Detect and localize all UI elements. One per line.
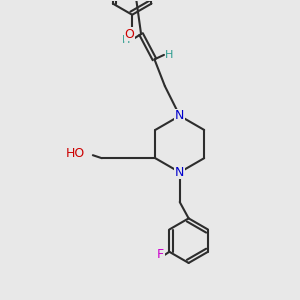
Text: F: F bbox=[157, 248, 164, 261]
Text: N: N bbox=[175, 166, 184, 179]
Text: N: N bbox=[175, 109, 184, 122]
Text: O: O bbox=[124, 28, 134, 40]
Text: H: H bbox=[165, 50, 173, 60]
Text: HO: HO bbox=[66, 147, 85, 160]
Text: H: H bbox=[122, 35, 130, 45]
